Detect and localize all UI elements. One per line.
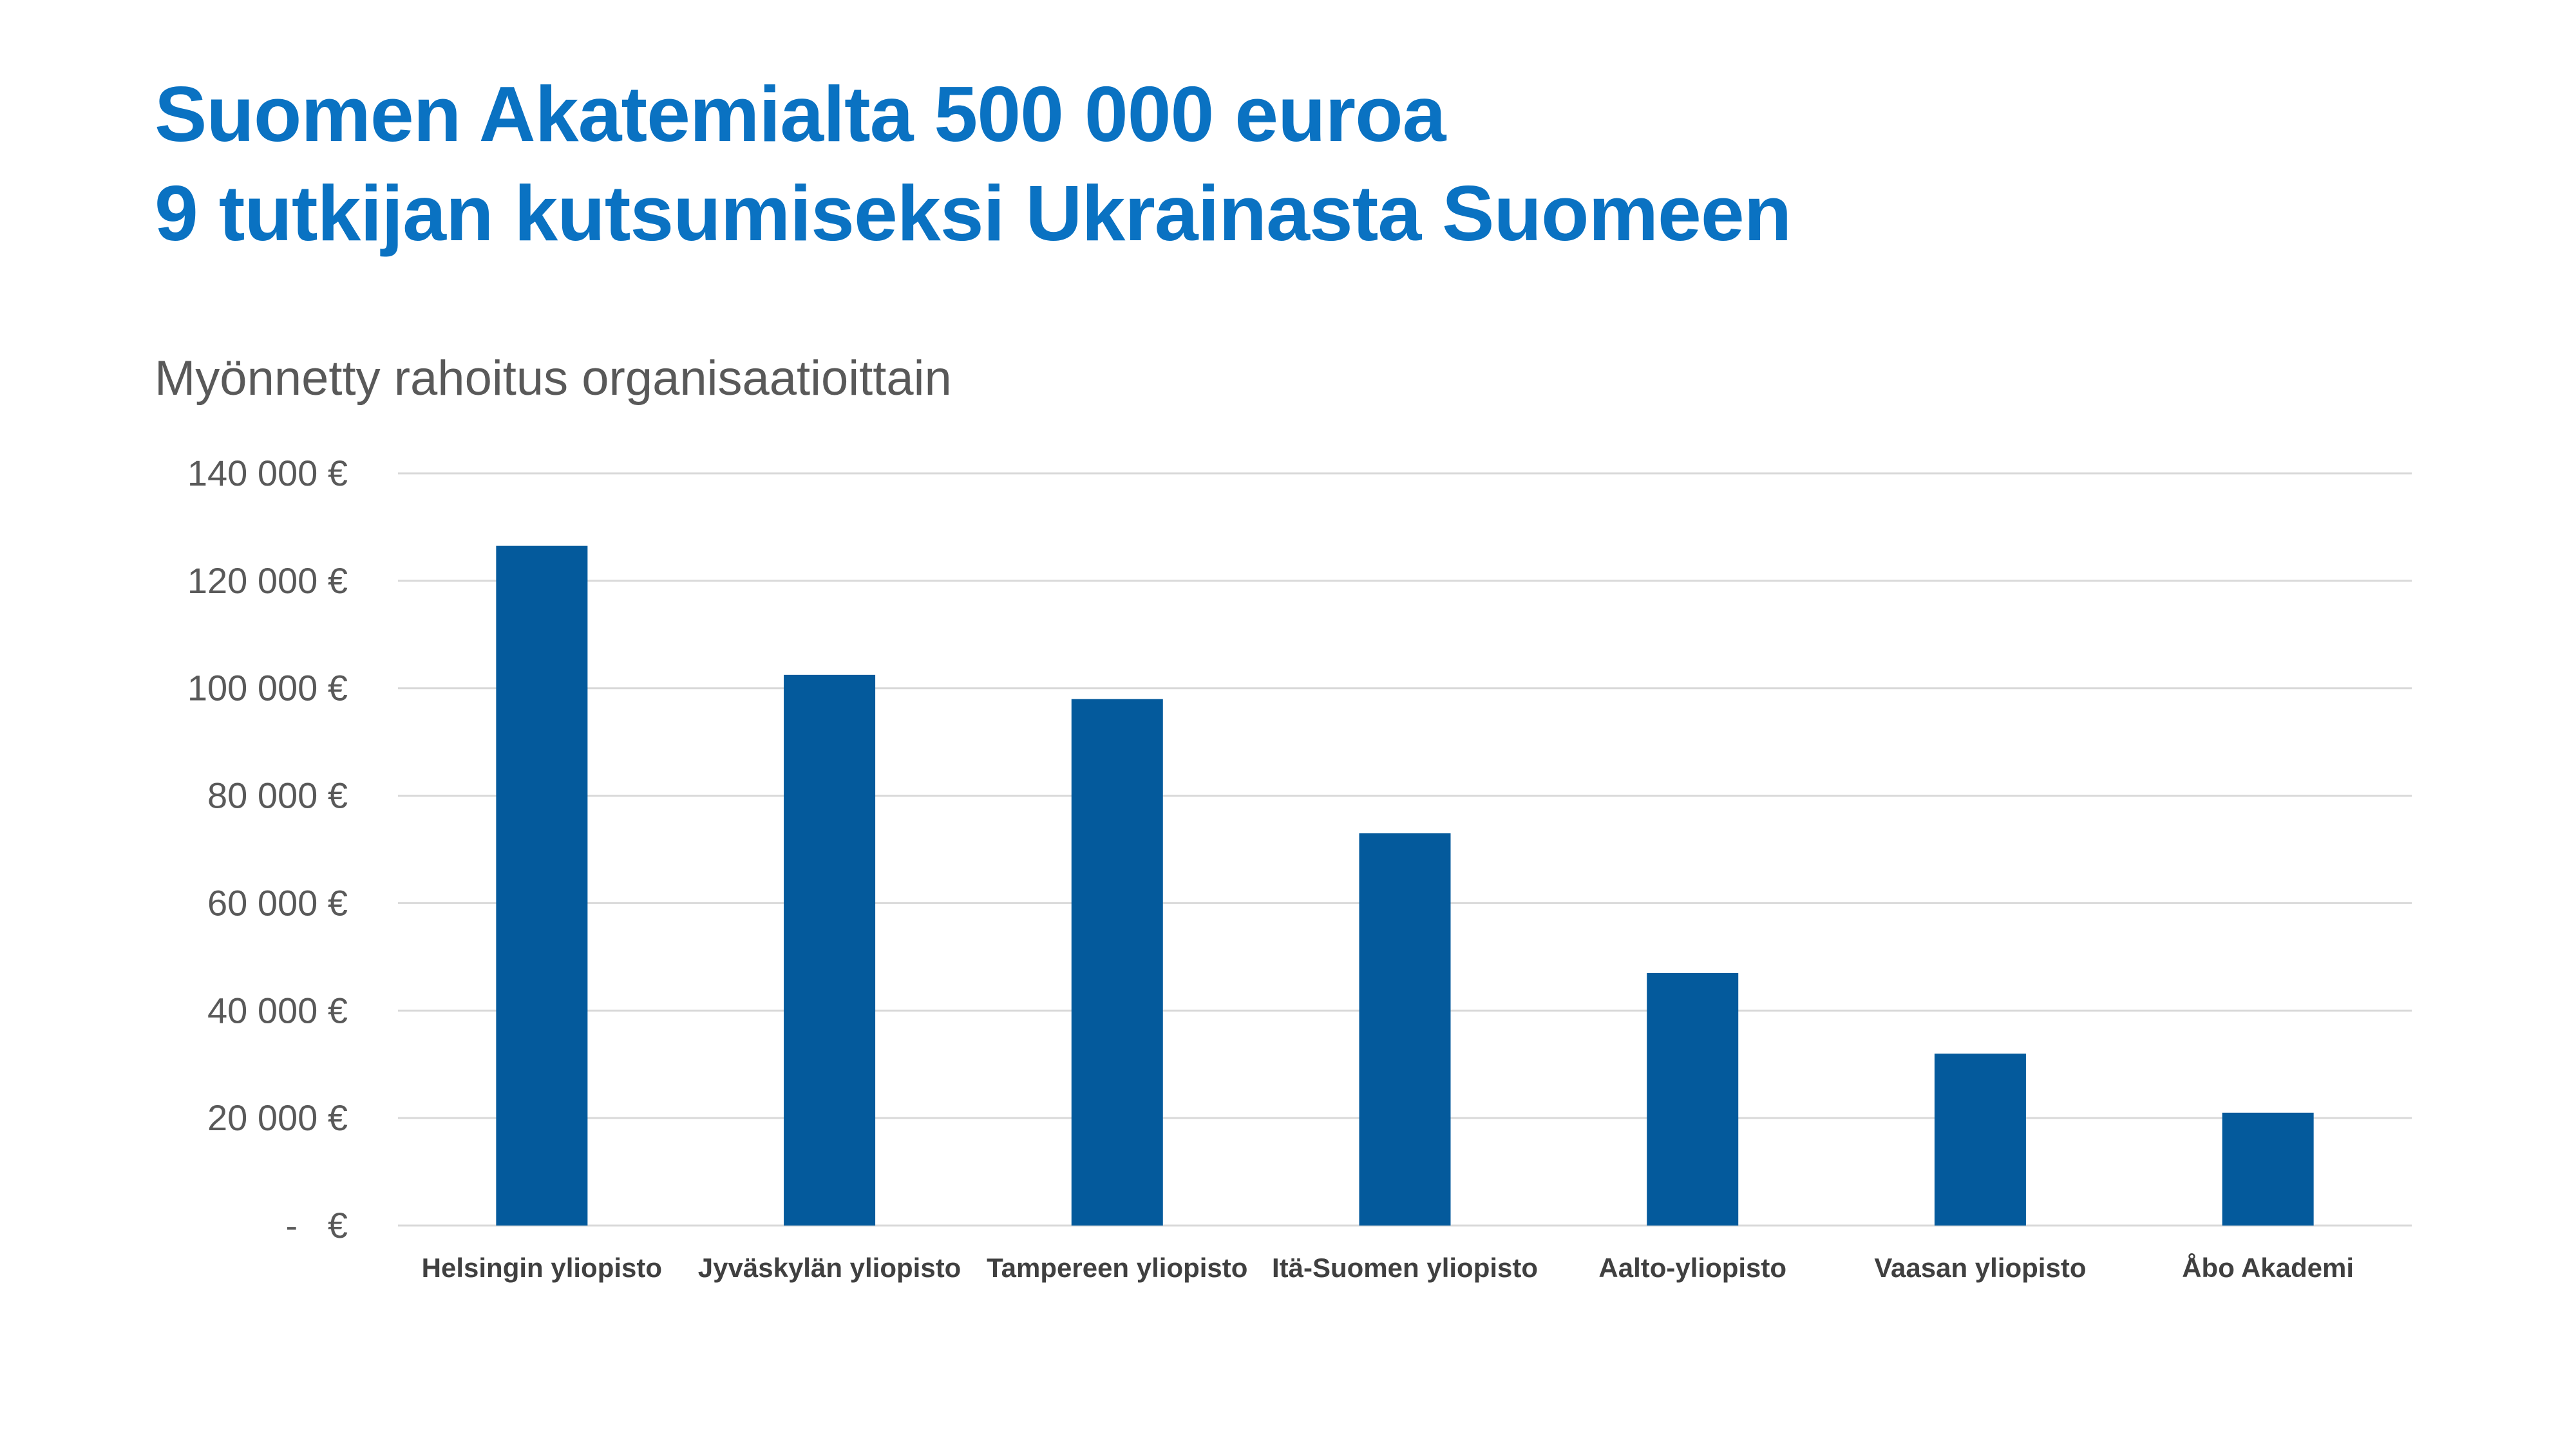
y-tick-label: 60 000 € xyxy=(207,882,348,923)
y-tick-label: 120 000 € xyxy=(187,560,348,601)
chart-title: Suomen Akatemialta 500 000 euroa 9 tutki… xyxy=(155,64,1792,263)
bar xyxy=(496,545,588,1226)
bars xyxy=(496,545,2314,1226)
x-category-label: Aalto-yliopisto xyxy=(1598,1253,1786,1283)
chart-title-line-2: 9 tutkijan kutsumiseksi Ukrainasta Suome… xyxy=(155,169,1792,257)
x-axis-category-labels: Helsingin yliopisto Jyväskylän yliopisto T… xyxy=(422,1253,2354,1283)
bar xyxy=(784,674,876,1226)
bar xyxy=(2222,1112,2314,1226)
chart-subtitle: Myönnetty rahoitus organisaatioittain xyxy=(155,351,952,406)
bar xyxy=(1071,699,1163,1226)
bar xyxy=(1934,1054,2026,1226)
x-category-label: Tampereen yliopisto xyxy=(987,1253,1247,1283)
y-axis-tick-labels: - € 20 000 € 40 000 € 60 000 € 80 000 € 100 0… xyxy=(187,453,348,1245)
x-category-label: Helsingin yliopisto xyxy=(422,1253,662,1283)
y-tick-label: 80 000 € xyxy=(207,775,348,816)
y-tick-label: - € xyxy=(286,1205,348,1245)
bar xyxy=(1647,972,1739,1226)
x-category-label: Itä-Suomen yliopisto xyxy=(1272,1253,1538,1283)
chart-title-line-1: Suomen Akatemialta 500 000 euroa xyxy=(155,70,1446,158)
y-tick-label: 20 000 € xyxy=(207,1097,348,1138)
y-tick-label: 100 000 € xyxy=(187,668,348,708)
x-category-label: Jyväskylän yliopisto xyxy=(698,1253,961,1283)
x-category-label: Vaasan yliopisto xyxy=(1874,1253,2086,1283)
x-category-label: Åbo Akademi xyxy=(2182,1253,2354,1283)
y-tick-label: 40 000 € xyxy=(207,990,348,1030)
y-tick-label: 140 000 € xyxy=(187,453,348,493)
bar xyxy=(1359,833,1451,1226)
